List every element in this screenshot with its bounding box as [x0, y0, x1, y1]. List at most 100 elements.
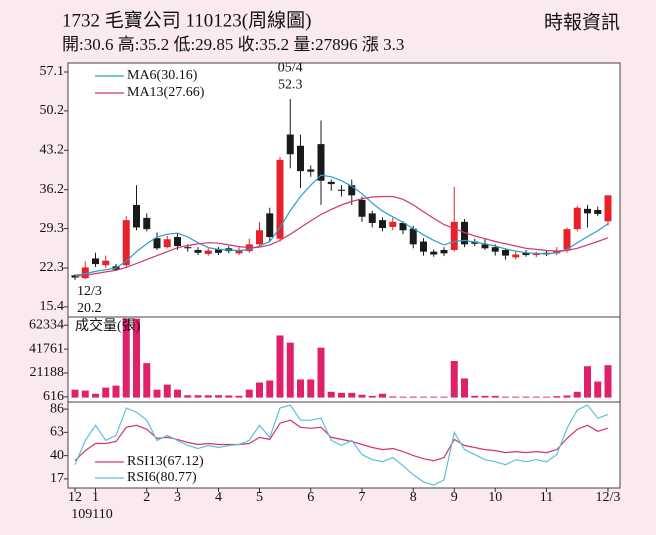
candle-body — [92, 258, 99, 265]
volume-bar — [317, 347, 325, 398]
y-tick-label: 36.2 — [40, 182, 65, 197]
candle-body — [502, 249, 509, 256]
annotation-value: 52.3 — [278, 77, 303, 92]
volume-bar — [573, 391, 581, 398]
candle-body — [143, 217, 151, 230]
volume-bar — [174, 389, 181, 398]
y-tick-label: 21188 — [30, 365, 64, 380]
x-tick-label: 12 — [68, 490, 82, 505]
series-line — [74, 195, 609, 278]
volume-bar — [450, 361, 458, 398]
x-tick-label: 2 — [143, 490, 150, 505]
candle-body — [512, 254, 520, 258]
candle-body — [522, 252, 530, 256]
candle-body — [256, 230, 263, 245]
candle-body — [194, 249, 202, 253]
annotation-date: 05/4 — [278, 60, 303, 75]
volume-bar — [461, 378, 468, 398]
x-tick-label: 3 — [174, 490, 181, 505]
series-line — [74, 404, 609, 486]
candle-body — [338, 189, 345, 191]
candle-body — [604, 195, 612, 222]
candle-body — [286, 134, 294, 155]
candle-body — [430, 251, 438, 255]
x-axis-label: 109110 — [71, 507, 112, 522]
candle-body — [450, 221, 458, 250]
volume-bar — [297, 379, 304, 398]
candle-body — [204, 250, 212, 254]
candle-body — [235, 249, 243, 254]
volume-bar — [204, 395, 212, 398]
volume-bar — [409, 396, 417, 398]
x-tick-label: 1 — [92, 490, 99, 505]
candle-body — [276, 159, 284, 239]
candle-body — [420, 241, 427, 252]
candle-body — [174, 237, 181, 247]
y-tick-label: 63 — [50, 425, 64, 440]
series-line — [74, 174, 609, 276]
x-tick-label: 7 — [359, 490, 366, 505]
volume-bar — [430, 396, 438, 398]
chart-title: 1732 毛寶公司 110123(周線圖) — [62, 9, 311, 31]
volume-bar — [153, 389, 161, 398]
panel-label: 成交量(張) — [75, 317, 141, 334]
x-tick-label: 6 — [307, 490, 314, 505]
candle-body — [440, 249, 448, 254]
volume-bar — [389, 396, 397, 398]
volume-bar — [563, 395, 571, 398]
volume-bar — [122, 318, 130, 398]
candle-body — [317, 144, 325, 181]
volume-bar — [276, 335, 284, 398]
volume-bar — [481, 395, 489, 398]
candle-body — [358, 199, 366, 217]
volume-bar — [307, 379, 315, 398]
candle-body — [584, 208, 591, 214]
volume-bar — [594, 381, 602, 398]
volume-bar — [184, 395, 192, 398]
candle-body — [532, 253, 540, 256]
candle-body — [102, 260, 110, 266]
volume-bar — [256, 382, 263, 398]
legend-label: MA13(27.66) — [127, 85, 205, 100]
volume-bar — [584, 366, 591, 398]
volume-bar — [194, 395, 202, 398]
volume-bar — [102, 387, 110, 398]
volume-bar — [338, 392, 345, 398]
volume-bar — [532, 396, 540, 398]
volume-bar — [133, 318, 140, 398]
volume-bar — [358, 394, 366, 398]
volume-bar — [81, 390, 89, 398]
y-tick-label: 41761 — [29, 341, 64, 356]
x-tick-label: 12/3 — [596, 490, 621, 505]
candle-body — [379, 220, 386, 229]
x-tick-label: 4 — [215, 490, 222, 505]
candle-body — [563, 229, 571, 250]
volume-bar — [225, 395, 233, 398]
volume-bar — [286, 342, 294, 398]
annotation-value: 20.2 — [77, 301, 102, 316]
legend-label: RSI6(80.77) — [127, 470, 197, 485]
candle-body — [163, 239, 171, 248]
candle-body — [389, 221, 397, 227]
volume-bar — [502, 396, 509, 398]
volume-bar — [522, 396, 530, 398]
volume-bar — [348, 392, 356, 398]
candle-body — [122, 220, 130, 266]
y-tick-label: 57.1 — [40, 64, 65, 79]
x-tick-label: 5 — [256, 490, 263, 505]
y-tick-label: 616 — [43, 389, 64, 404]
candle-body — [81, 267, 89, 279]
candle-body — [409, 228, 417, 245]
panel — [67, 401, 621, 489]
candle-body — [481, 244, 489, 249]
volume-bar — [71, 389, 79, 398]
volume-bar — [266, 380, 274, 398]
x-tick-label: 11 — [540, 490, 553, 505]
volume-bar — [215, 395, 222, 398]
candle-body — [133, 204, 140, 228]
x-tick-label: 8 — [410, 490, 417, 505]
x-tick-label: 9 — [451, 490, 458, 505]
y-tick-label: 62334 — [29, 317, 64, 332]
volume-bar — [471, 395, 479, 398]
